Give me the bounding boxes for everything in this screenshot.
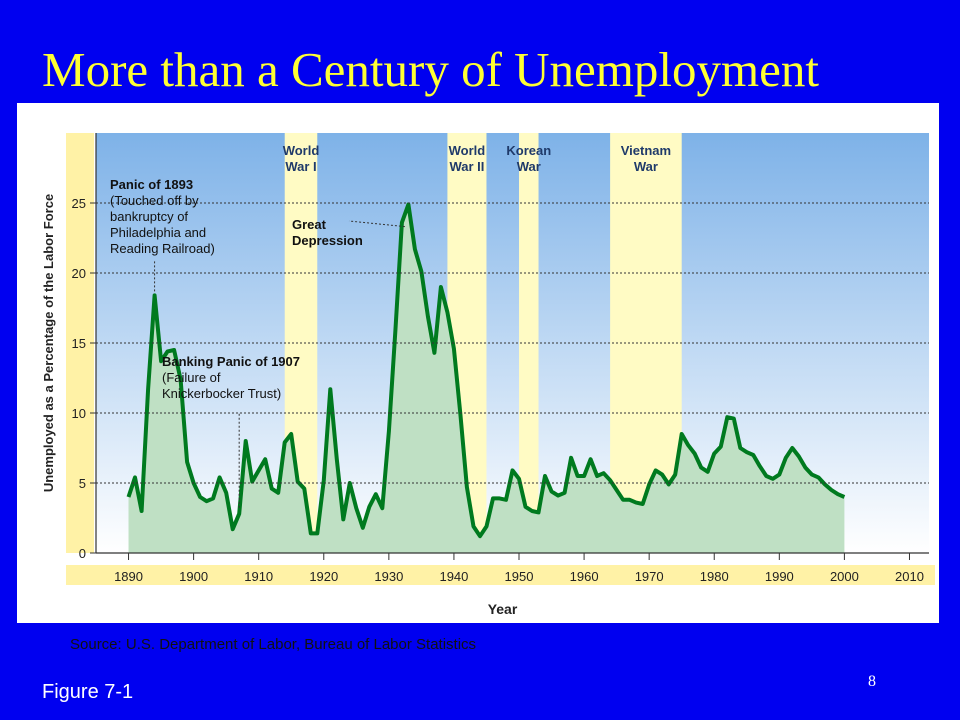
war-label-2: War — [517, 159, 541, 174]
war-label-0: World — [283, 143, 320, 158]
slide-number: 8 — [868, 673, 876, 690]
unemployment-chart: 0 5 10 15 20 25 1890 1900 1910 1920 1930 1940 1950 19… — [41, 133, 935, 617]
annotation-panic-1893: Philadelphia and — [110, 225, 206, 240]
y-tick-label: 0 — [79, 546, 86, 561]
figure-panel: 0 5 10 15 20 25 1890 1900 1910 1920 1930 1940 1950 19… — [17, 103, 939, 623]
annotation-panic-1907: Banking Panic of 1907 — [162, 354, 300, 369]
y-tick-label: 25 — [72, 196, 86, 211]
y-axis-band — [66, 133, 94, 553]
x-tick-label: 1900 — [179, 569, 208, 584]
annotation-panic-1893: Panic of 1893 — [110, 177, 193, 192]
x-tick-label: 1980 — [700, 569, 729, 584]
x-tick-label: 1890 — [114, 569, 143, 584]
x-axis-band — [66, 565, 935, 585]
x-tick-label: 1910 — [244, 569, 273, 584]
war-label-3: Vietnam — [621, 143, 671, 158]
x-tick-label: 1950 — [505, 569, 534, 584]
x-tick-label: 1990 — [765, 569, 794, 584]
x-tick-label: 1940 — [439, 569, 468, 584]
y-tick-label: 5 — [79, 476, 86, 491]
slide-title: More than a Century of Unemployment — [42, 42, 820, 97]
annotation-panic-1893: bankruptcy of — [110, 209, 188, 224]
annotation-panic-1893: (Touched off by — [110, 193, 199, 208]
x-tick-label: 1930 — [374, 569, 403, 584]
annotation-great-depression: Depression — [292, 233, 363, 248]
y-axis-title: Unemployed as a Percentage of the Labor … — [41, 194, 56, 492]
war-label-3: War — [634, 159, 658, 174]
annotation-great-depression: Great — [292, 217, 327, 232]
source-note: Source: U.S. Department of Labor, Bureau… — [70, 636, 477, 653]
annotation-panic-1907: (Failure of — [162, 370, 221, 385]
x-tick-label: 2000 — [830, 569, 859, 584]
x-tick-label: 1970 — [635, 569, 664, 584]
war-label-0: War I — [285, 159, 316, 174]
y-tick-label: 10 — [72, 406, 86, 421]
annotation-panic-1907: Knickerbocker Trust) — [162, 386, 281, 401]
y-tick-label: 15 — [72, 336, 86, 351]
y-tick-label: 20 — [72, 266, 86, 281]
x-axis-title: Year — [488, 601, 518, 617]
x-tick-label: 2010 — [895, 569, 924, 584]
x-tick-label: 1920 — [309, 569, 338, 584]
figure-label: Figure 7-1 — [42, 681, 134, 703]
war-label-2: Korean — [506, 143, 551, 158]
x-tick-label: 1960 — [570, 569, 599, 584]
unemployment-area — [128, 204, 845, 553]
unemployment-line — [126, 202, 846, 539]
war-label-1: War II — [449, 159, 484, 174]
annotation-panic-1893: Reading Railroad) — [110, 241, 215, 256]
war-label-1: World — [449, 143, 486, 158]
leader-great-depression — [348, 220, 405, 228]
